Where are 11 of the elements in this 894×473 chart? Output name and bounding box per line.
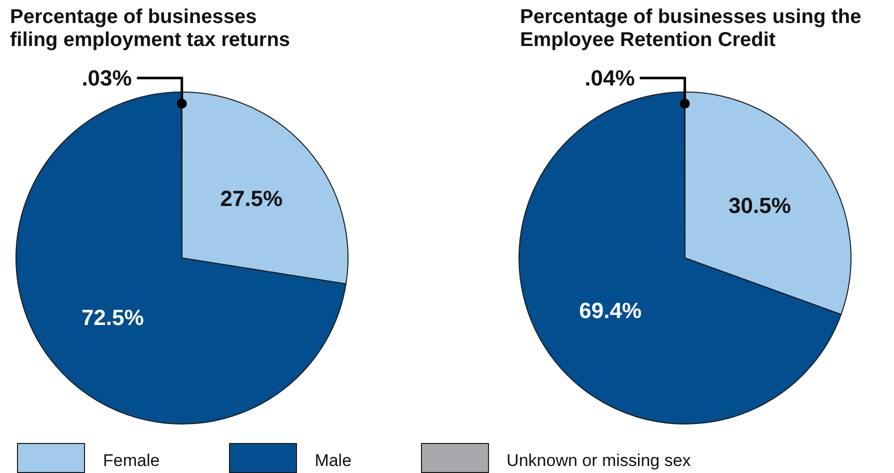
slice-label: Percentage of businesses filing employment tax returns: [10, 6, 292, 52]
data-label: 27.5%: [220, 186, 283, 212]
legend-label: Male: [314, 450, 352, 471]
slice-label: Percentage of businesses using the Employee Retention Credit: [520, 6, 862, 52]
legend-label: Unknown or missing sex: [506, 450, 691, 471]
legend-label: Female: [103, 450, 160, 471]
data-label: .04%: [584, 66, 635, 90]
data-label: 30.5%: [728, 193, 791, 218]
data-label: 69.4%: [579, 298, 642, 324]
data-label: .03%: [82, 66, 132, 90]
data-label: 72.5%: [81, 304, 144, 330]
